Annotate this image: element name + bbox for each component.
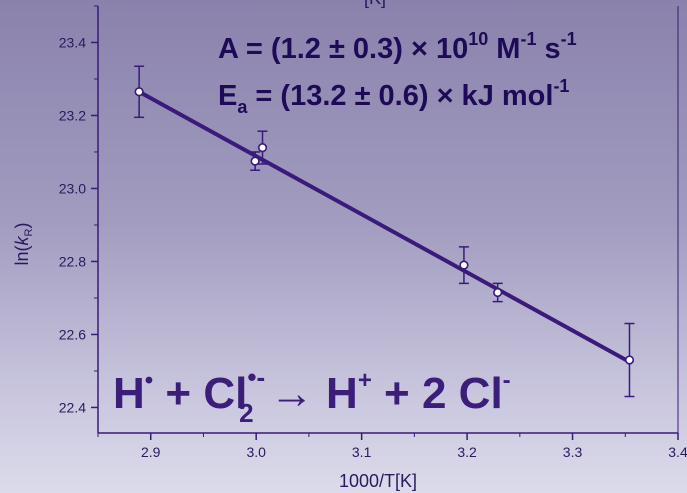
y-tick-label: 23.0 bbox=[59, 180, 86, 196]
data-point bbox=[493, 287, 503, 298]
x-axis-ticks: 2.9 3.0 3.1 3.2 3.3 3.4 bbox=[97, 433, 687, 460]
data-point bbox=[134, 87, 144, 97]
x-tick-label: 3.1 bbox=[352, 444, 372, 460]
annotation-activation-energy: Ea = (13.2 ± 0.6) × kJ mol-1 bbox=[218, 76, 569, 117]
x-tick-label: 3.3 bbox=[563, 444, 583, 460]
y-axis-ticks: 22.4 22.6 22.8 23.0 23.2 23.4 bbox=[59, 5, 98, 415]
x-tick-label: 2.9 bbox=[141, 444, 161, 460]
y-tick-label: 22.8 bbox=[59, 253, 86, 269]
plot-frame bbox=[97, 6, 679, 434]
x-tick-label: 3.0 bbox=[246, 444, 266, 460]
fit-line bbox=[137, 89, 632, 364]
x-axis-title: 1000/T[K] bbox=[339, 471, 417, 491]
fit-line-group bbox=[137, 89, 632, 364]
y-tick-label: 23.2 bbox=[59, 107, 86, 123]
reaction-equation: H• + Cl•-2 → H+ + 2 Cl- bbox=[113, 362, 511, 428]
data-point bbox=[250, 156, 260, 166]
data-point bbox=[257, 143, 268, 153]
x-tick-label: 3.4 bbox=[668, 444, 687, 460]
annotation-prefactor: A = (1.2 ± 0.3) × 1010 M-1 s-1 bbox=[218, 29, 577, 65]
data-points bbox=[134, 65, 635, 398]
top-cut-label: [K] bbox=[364, 0, 386, 8]
x-tick-label: 3.2 bbox=[457, 444, 477, 460]
y-axis-title: ln(kR) bbox=[12, 223, 35, 266]
data-point bbox=[624, 355, 635, 365]
y-tick-label: 23.4 bbox=[59, 34, 86, 50]
y-tick-label: 22.4 bbox=[59, 399, 86, 415]
y-tick-label: 22.6 bbox=[59, 326, 86, 342]
data-point bbox=[459, 260, 469, 270]
